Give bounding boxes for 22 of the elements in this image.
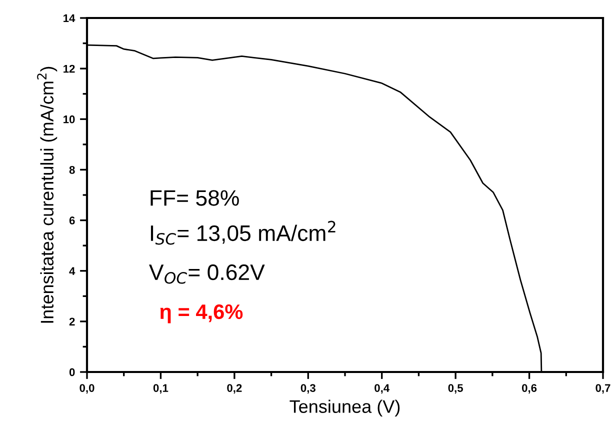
- y-tick-label: 0: [69, 368, 75, 376]
- x-tick-label: 0,5: [448, 384, 463, 394]
- y-tick-label: 8: [69, 166, 75, 174]
- annotation: η = 4,6%: [160, 304, 243, 324]
- x-tick-label: 0,2: [227, 384, 242, 394]
- y-tick-label: 12: [64, 64, 75, 73]
- annotation: FF= 58%: [150, 190, 239, 206]
- x-tick-label: 0,7: [596, 384, 610, 394]
- annotation: V$_{OC}$= 0.62V: [149, 264, 265, 284]
- annotation: I$_{SC}$= 13,05 mA/cm$^{2}$: [150, 220, 336, 245]
- x-tick-label: 0,3: [300, 384, 316, 394]
- x-tick-label: 0,1: [153, 384, 168, 394]
- y-tick-label: 2: [69, 318, 75, 326]
- y-tick-label: 6: [69, 216, 75, 224]
- x-tick-label: 0,6: [522, 384, 537, 394]
- y-tick-label: 14: [64, 14, 76, 22]
- x-axis-title: Tensiunea (V): [290, 400, 400, 417]
- x-tick-label: 0,4: [374, 384, 390, 394]
- y-tick-label: 4: [69, 267, 76, 275]
- y-axis-title: Intensitatea curentului (mA/cm$^{2}$): [37, 66, 58, 323]
- y-tick-label: 10: [64, 115, 75, 124]
- x-tick-label: 0,0: [80, 384, 94, 394]
